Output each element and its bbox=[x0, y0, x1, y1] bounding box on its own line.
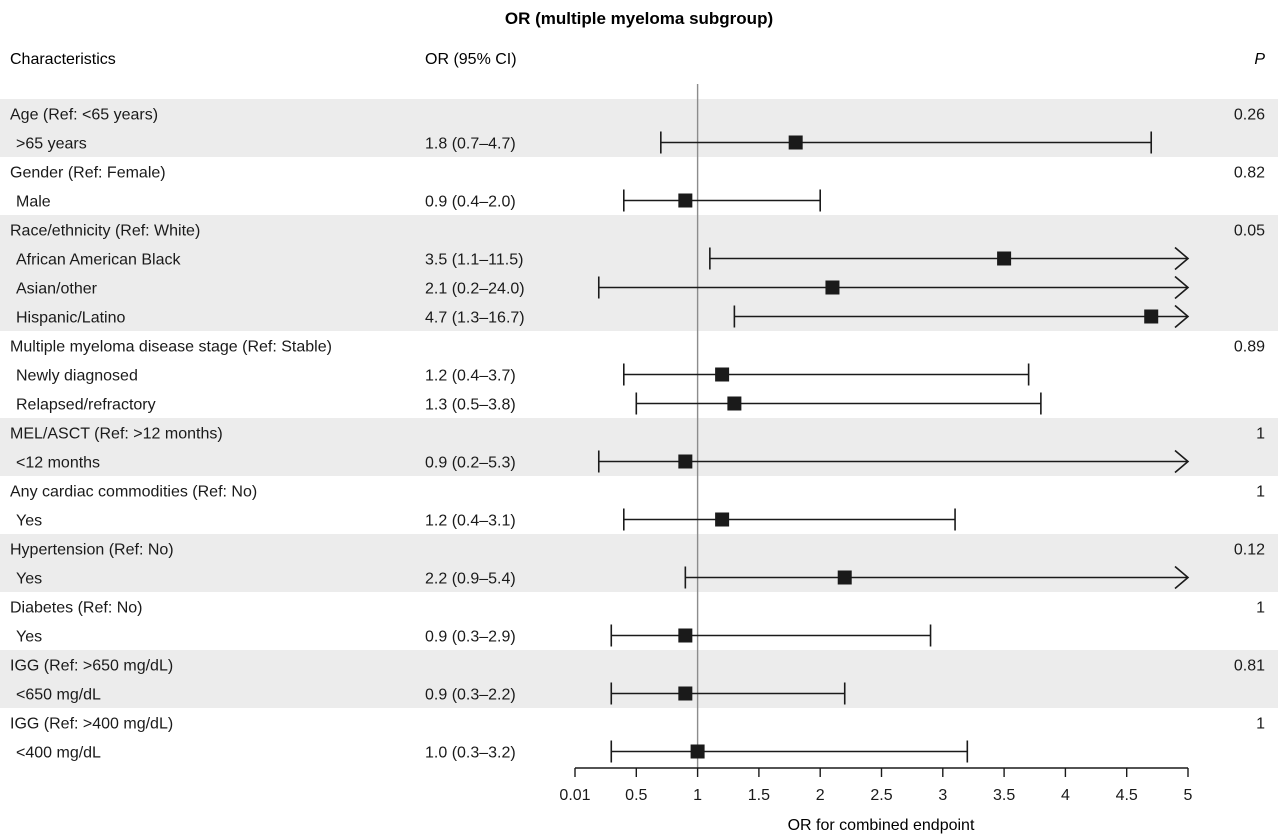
or-ci-text: 0.9 (0.4–2.0) bbox=[425, 194, 516, 211]
or-ci-text: 1.8 (0.7–4.7) bbox=[425, 136, 516, 153]
or-point bbox=[727, 396, 742, 411]
p-value: 0.26 bbox=[1234, 107, 1265, 124]
row-label: Asian/other bbox=[16, 281, 98, 298]
or-point bbox=[825, 280, 840, 295]
group-label: Multiple myeloma disease stage (Ref: Sta… bbox=[10, 339, 332, 356]
or-ci-text: 0.9 (0.2–5.3) bbox=[425, 455, 516, 472]
group-label: IGG (Ref: >650 mg/dL) bbox=[10, 658, 173, 675]
p-value: 0.05 bbox=[1234, 223, 1265, 240]
row-band bbox=[0, 99, 1278, 157]
forest-rows: Age (Ref: <65 years) 0.26 >65 years 1.8 (0.… bbox=[10, 107, 1265, 763]
ci-arrow bbox=[1174, 246, 1190, 271]
row-label: African American Black bbox=[16, 252, 182, 269]
or-ci-text: 3.5 (1.1–11.5) bbox=[425, 252, 523, 269]
or-point bbox=[678, 454, 693, 469]
group-label: MEL/ASCT (Ref: >12 months) bbox=[10, 426, 223, 443]
header-p: P bbox=[1254, 51, 1265, 68]
group-label: Diabetes (Ref: No) bbox=[10, 600, 143, 617]
x-tick-label: 1.5 bbox=[748, 787, 770, 804]
x-tick-label: 3 bbox=[938, 787, 947, 804]
or-ci-text: 2.2 (0.9–5.4) bbox=[425, 571, 516, 588]
or-ci-text: 1.2 (0.4–3.7) bbox=[425, 368, 516, 385]
row-band bbox=[0, 650, 1278, 708]
row-label: Relapsed/refractory bbox=[16, 397, 156, 414]
or-point bbox=[715, 512, 730, 527]
row-label: Yes bbox=[16, 629, 42, 646]
group-label: Race/ethnicity (Ref: White) bbox=[10, 223, 200, 240]
header-or-ci: OR (95% CI) bbox=[425, 51, 517, 68]
x-tick-label: 0.5 bbox=[625, 787, 647, 804]
row-label: >65 years bbox=[16, 136, 87, 153]
or-point bbox=[678, 628, 693, 643]
p-value: 1 bbox=[1256, 600, 1265, 617]
ci-arrow bbox=[1174, 449, 1190, 474]
chart-title: OR (multiple myeloma subgroup) bbox=[505, 9, 773, 28]
row-label: <400 mg/dL bbox=[16, 745, 101, 762]
or-ci-text: 2.1 (0.2–24.0) bbox=[425, 281, 525, 298]
or-ci-text: 0.9 (0.3–2.2) bbox=[425, 687, 516, 704]
ci-arrow bbox=[1174, 304, 1190, 329]
ci-arrow bbox=[1174, 565, 1190, 590]
p-value: 0.89 bbox=[1234, 339, 1265, 356]
row-label: Yes bbox=[16, 571, 42, 588]
p-value: 0.82 bbox=[1234, 165, 1265, 182]
or-point bbox=[837, 570, 852, 585]
ci-arrow bbox=[1174, 275, 1190, 300]
row-label: Newly diagnosed bbox=[16, 368, 138, 385]
p-value: 0.81 bbox=[1234, 658, 1265, 675]
row-band bbox=[0, 418, 1278, 476]
or-point bbox=[1144, 309, 1159, 324]
row-label: <650 mg/dL bbox=[16, 687, 101, 704]
or-point bbox=[997, 251, 1012, 266]
or-ci-text: 1.2 (0.4–3.1) bbox=[425, 513, 516, 530]
group-label: Any cardiac commodities (Ref: No) bbox=[10, 484, 257, 501]
or-point bbox=[788, 135, 803, 150]
or-point bbox=[678, 686, 693, 701]
row-label: <12 months bbox=[16, 455, 100, 472]
or-ci-text: 0.9 (0.3–2.9) bbox=[425, 629, 516, 646]
group-label: Hypertension (Ref: No) bbox=[10, 542, 174, 559]
p-value: 1 bbox=[1256, 716, 1265, 733]
row-label: Yes bbox=[16, 513, 42, 530]
x-tick-label: 4 bbox=[1061, 787, 1070, 804]
group-label: Age (Ref: <65 years) bbox=[10, 107, 158, 124]
group-label: Gender (Ref: Female) bbox=[10, 165, 166, 182]
group-label: IGG (Ref: >400 mg/dL) bbox=[10, 716, 173, 733]
x-tick-label: 1 bbox=[693, 787, 702, 804]
p-value: 1 bbox=[1256, 484, 1265, 501]
or-ci-text: 4.7 (1.3–16.7) bbox=[425, 310, 525, 327]
header-characteristics: Characteristics bbox=[10, 51, 116, 68]
x-tick-label: 5 bbox=[1184, 787, 1193, 804]
or-ci-text: 1.0 (0.3–3.2) bbox=[425, 745, 516, 762]
p-value: 1 bbox=[1256, 426, 1265, 443]
row-label: Hispanic/Latino bbox=[16, 310, 126, 327]
or-ci-text: 1.3 (0.5–3.8) bbox=[425, 397, 516, 414]
x-tick-label: 2 bbox=[816, 787, 825, 804]
row-label: Male bbox=[16, 194, 51, 211]
row-band bbox=[0, 534, 1278, 592]
x-tick-label: 4.5 bbox=[1116, 787, 1138, 804]
x-axis: 0.01 0.5 1 1.5 2 2.5 3 3.5 4 4.5 5 bbox=[559, 767, 1193, 804]
or-point bbox=[678, 193, 693, 208]
x-tick-label: 3.5 bbox=[993, 787, 1015, 804]
row-band bbox=[0, 215, 1278, 331]
p-value: 0.12 bbox=[1234, 542, 1265, 559]
x-tick-label: 2.5 bbox=[870, 787, 892, 804]
row-bands bbox=[0, 99, 1278, 708]
or-point bbox=[690, 744, 705, 759]
x-axis-label: OR for combined endpoint bbox=[788, 817, 975, 834]
x-tick-label: 0.01 bbox=[559, 787, 590, 804]
or-point bbox=[715, 367, 730, 382]
